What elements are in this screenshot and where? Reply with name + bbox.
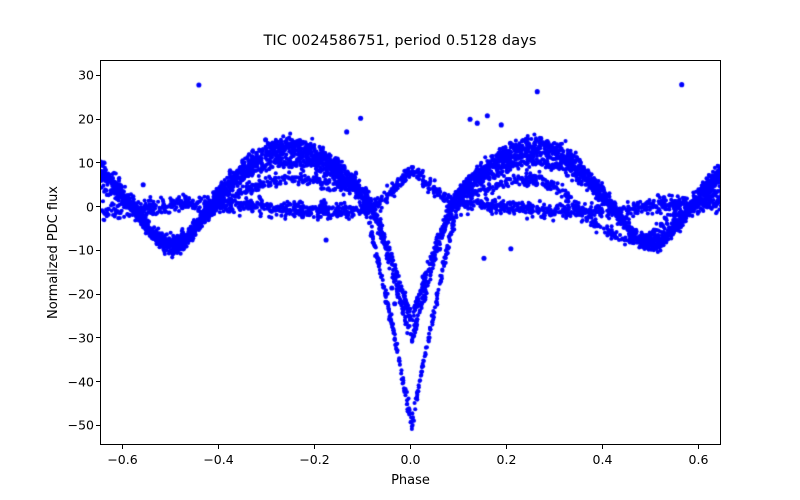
y-tick-label: −30: [67, 330, 94, 346]
x-tick-mark: [505, 445, 508, 449]
plot-area: [100, 60, 721, 445]
x-tick-label: 0.0: [400, 452, 421, 467]
chart-title: TIC 0024586751, period 0.5128 days: [263, 33, 537, 49]
y-tick-mark: [96, 293, 100, 295]
y-tick-mark: [96, 206, 100, 208]
y-tick-label: 30: [78, 67, 94, 83]
x-tick-mark: [314, 445, 316, 449]
x-tick-label: 0.4: [592, 452, 613, 467]
y-tick-mark: [96, 118, 100, 120]
y-tick-label: −40: [67, 374, 94, 390]
x-tick-mark: [218, 445, 220, 449]
x-tick-label: 0.6: [688, 452, 709, 467]
y-tick-label: 10: [78, 155, 94, 171]
x-tick-label: −0.2: [299, 452, 330, 467]
x-tick-label: 0.2: [496, 452, 517, 467]
x-tick-label: −0.4: [203, 452, 234, 467]
x-tick-label: −0.6: [107, 452, 138, 467]
y-tick-mark: [96, 162, 100, 164]
y-tick-mark: [96, 337, 100, 339]
y-tick-label: 0: [86, 199, 94, 215]
x-tick-mark: [410, 445, 412, 449]
y-tick-mark: [96, 381, 100, 383]
y-tick-mark: [96, 74, 100, 76]
x-tick-mark: [601, 445, 604, 449]
x-tick-mark: [697, 445, 700, 449]
y-tick-label: −50: [67, 417, 94, 433]
scatter-plot: [101, 61, 720, 444]
y-tick-mark: [96, 424, 100, 426]
y-tick-label: −10: [67, 242, 94, 258]
y-tick-label: 20: [78, 111, 94, 127]
y-tick-label: −20: [67, 286, 94, 302]
x-axis-label: Phase: [391, 473, 430, 488]
y-axis-label: Normalized PDC flux: [46, 185, 61, 320]
x-tick-mark: [122, 445, 124, 449]
y-tick-mark: [96, 249, 100, 251]
